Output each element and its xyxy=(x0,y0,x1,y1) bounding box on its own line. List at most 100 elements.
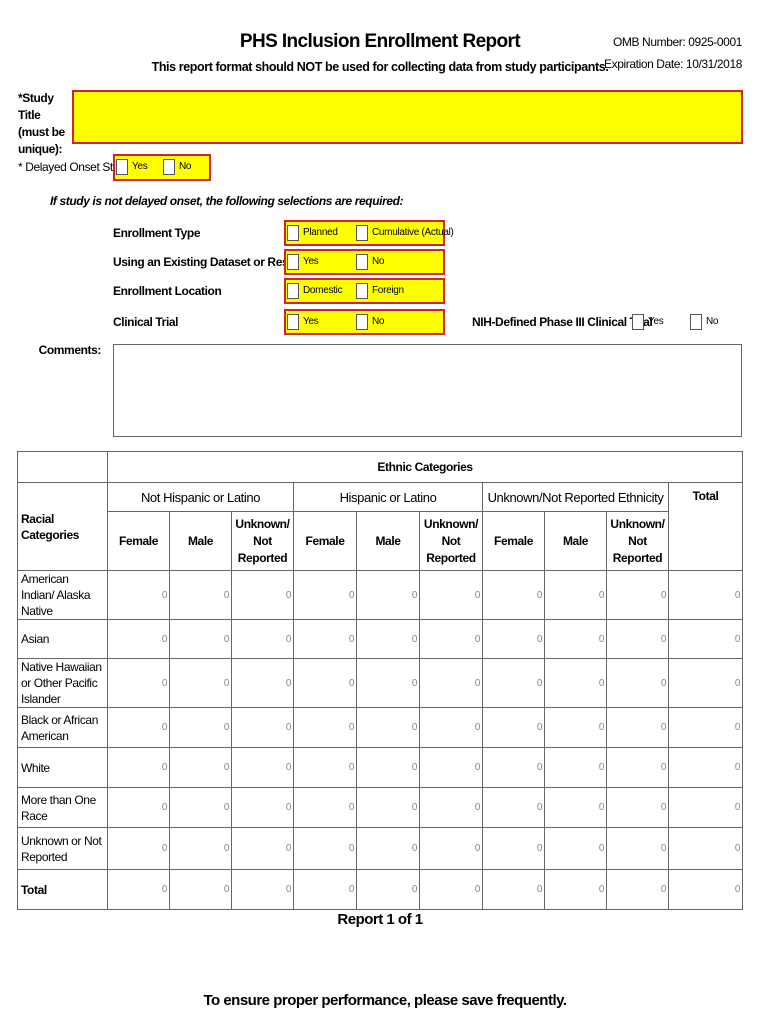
count-cell: 0 xyxy=(606,787,669,828)
count-cell: 0 xyxy=(419,658,483,708)
count-cell: 0 xyxy=(107,619,170,659)
count-cell: 0 xyxy=(482,707,545,748)
ethnicity-header: Not Hispanic or Latino xyxy=(107,482,294,512)
count-cell: 0 xyxy=(667,658,744,708)
count-cell: 0 xyxy=(667,570,744,620)
study-title-input[interactable] xyxy=(72,90,743,144)
delayed-onset-box xyxy=(113,154,211,181)
count-cell: 0 xyxy=(544,658,607,708)
count-cell: 0 xyxy=(606,570,669,620)
count-cell: 0 xyxy=(419,787,483,828)
phase3-label: NIH-Defined Phase III Clinical Trial xyxy=(472,315,653,329)
option-b-checkbox[interactable] xyxy=(356,254,368,270)
count-cell: 0 xyxy=(169,869,232,910)
count-cell: 0 xyxy=(356,619,420,659)
count-cell: 0 xyxy=(606,747,669,788)
count-cell: 0 xyxy=(169,570,232,620)
count-cell: 0 xyxy=(293,570,357,620)
option-b-checkbox[interactable] xyxy=(356,225,368,241)
count-cell: 0 xyxy=(231,827,294,870)
count-cell: 0 xyxy=(293,619,357,659)
count-cell: 0 xyxy=(419,827,483,870)
sex-header: Female xyxy=(293,511,357,571)
count-cell: 0 xyxy=(293,869,357,910)
count-cell: 0 xyxy=(169,827,232,870)
phase3-no-checkbox[interactable] xyxy=(690,314,702,330)
sex-header: Male xyxy=(356,511,420,571)
table-row: Female Male Unknown/ Not Reported Female Mal… xyxy=(18,511,743,571)
option-b-checkbox[interactable] xyxy=(356,283,368,299)
comments-input[interactable] xyxy=(113,344,742,437)
option-b-label: No xyxy=(372,256,385,267)
count-cell: 0 xyxy=(544,747,607,788)
count-cell: 0 xyxy=(544,570,607,620)
count-cell: 0 xyxy=(231,707,294,748)
count-cell: 0 xyxy=(419,747,483,788)
option-a-checkbox[interactable] xyxy=(287,254,299,270)
count-cell: 0 xyxy=(606,869,669,910)
count-cell: 0 xyxy=(107,570,170,620)
race-label: Native Hawaiian or Other Pacific Islande… xyxy=(17,658,108,708)
phase3-yes-checkbox[interactable] xyxy=(632,314,644,330)
count-cell: 0 xyxy=(482,747,545,788)
save-note: To ensure proper performance, please sav… xyxy=(203,992,567,1009)
report-count: Report 1 of 1 xyxy=(337,911,423,928)
count-cell: 0 xyxy=(107,869,170,910)
count-cell: 0 xyxy=(107,827,170,870)
sex-header: Female xyxy=(482,511,545,571)
option-a-checkbox[interactable] xyxy=(287,314,299,330)
count-cell: 0 xyxy=(107,658,170,708)
delayed-no-checkbox[interactable] xyxy=(163,159,175,175)
race-label: Asian xyxy=(17,619,108,659)
study-title-label: *Study Title (must be unique): xyxy=(18,91,65,156)
option-b-label: Foreign xyxy=(372,285,404,296)
sex-header: Unknown/ Not Reported xyxy=(419,511,483,571)
option-a-checkbox[interactable] xyxy=(287,225,299,241)
selection-box xyxy=(284,220,445,246)
table-row: More than One Race 0 0 0 0 0 0 0 0 0 0 xyxy=(17,787,744,828)
blank-cell xyxy=(17,451,108,483)
table-row: Ethnic Categories xyxy=(17,451,744,483)
count-cell: 0 xyxy=(356,570,420,620)
count-cell: 0 xyxy=(107,707,170,748)
total-header: Total xyxy=(667,482,744,571)
table-row: White 0 0 0 0 0 0 0 0 0 0 xyxy=(17,747,744,788)
option-b-checkbox[interactable] xyxy=(356,314,368,330)
count-cell: 0 xyxy=(482,658,545,708)
racial-header: Racial Categories xyxy=(17,482,108,571)
count-cell: 0 xyxy=(544,787,607,828)
selection-label: Using an Existing Dataset or Resource xyxy=(113,255,319,269)
count-cell: 0 xyxy=(606,619,669,659)
option-a-label: Planned xyxy=(303,227,338,238)
ethnicity-header: Unknown/Not Reported Ethnicity xyxy=(482,482,669,512)
race-label: Total xyxy=(17,869,108,910)
ethnicity-header: Hispanic or Latino xyxy=(293,482,483,512)
count-cell: 0 xyxy=(606,707,669,748)
table-row: Unknown or Not Reported 0 0 0 0 0 0 0 0 0 0 xyxy=(17,827,744,870)
count-cell: 0 xyxy=(231,747,294,788)
race-label: White xyxy=(17,747,108,788)
count-cell: 0 xyxy=(356,787,420,828)
count-cell: 0 xyxy=(231,869,294,910)
comments-label: Comments: xyxy=(38,343,102,357)
count-cell: 0 xyxy=(107,787,170,828)
delayed-yes-label: Yes xyxy=(132,161,148,172)
selection-label: Enrollment Type xyxy=(113,226,201,240)
count-cell: 0 xyxy=(293,747,357,788)
option-a-checkbox[interactable] xyxy=(287,283,299,299)
title: PHS Inclusion Enrollment Report xyxy=(239,31,521,52)
count-cell: 0 xyxy=(482,787,545,828)
count-cell: 0 xyxy=(544,619,607,659)
delayed-yes-checkbox[interactable] xyxy=(116,159,128,175)
count-cell: 0 xyxy=(169,658,232,708)
instruction: If study is not delayed onset, the follo… xyxy=(50,194,404,208)
count-cell: 0 xyxy=(419,869,483,910)
omb-number: OMB Number: 0925-0001 xyxy=(612,35,742,49)
count-cell: 0 xyxy=(356,869,420,910)
count-cell: 0 xyxy=(667,827,744,870)
count-cell: 0 xyxy=(667,747,744,788)
count-cell: 0 xyxy=(482,570,545,620)
count-cell: 0 xyxy=(544,827,607,870)
option-a-label: Yes xyxy=(303,256,319,267)
